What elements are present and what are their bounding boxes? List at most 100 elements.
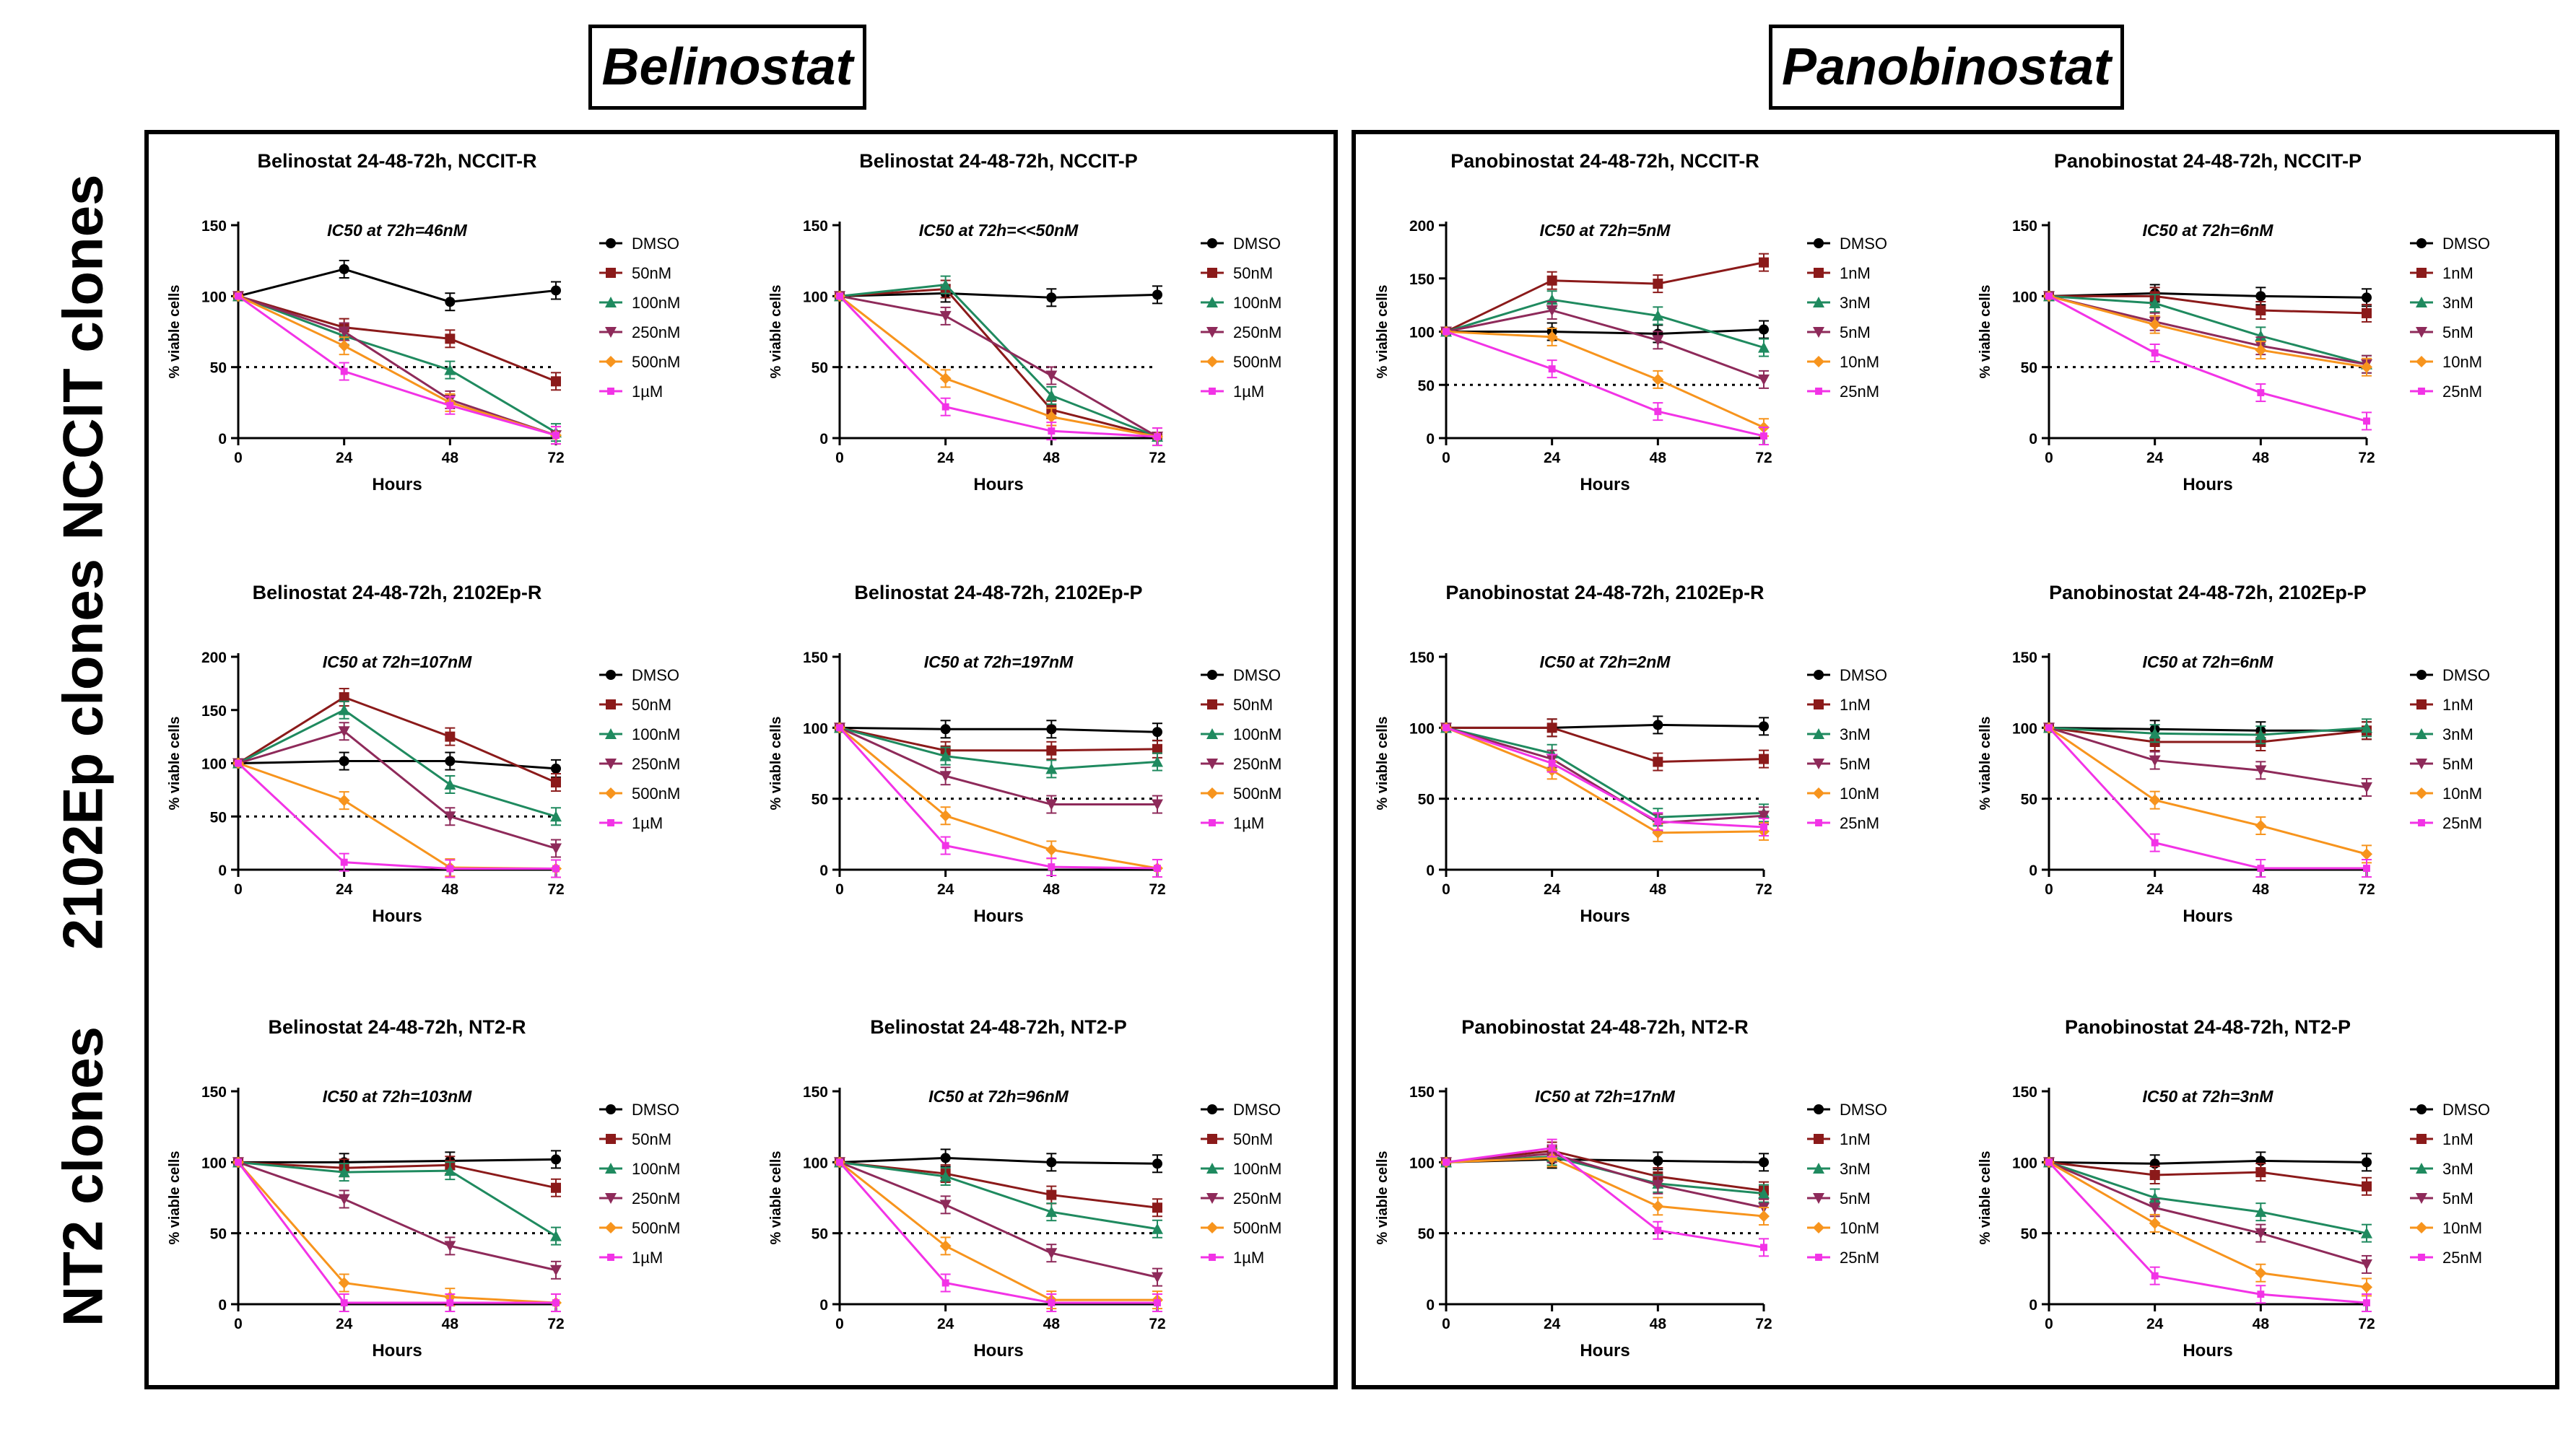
data-point: [2255, 344, 2267, 357]
x-axis-label: Hours: [973, 1341, 1023, 1360]
data-point: [1154, 433, 1161, 440]
x-tick-label: 24: [336, 1316, 353, 1332]
legend-label: 1µM: [632, 1249, 663, 1267]
legend-marker: [1813, 759, 1824, 769]
series-line-50nM: [839, 287, 1158, 438]
data-point: [2149, 297, 2161, 309]
data-point: [1548, 1144, 1556, 1152]
data-point: [1046, 292, 1057, 303]
legend-marker: [605, 787, 617, 799]
data-point: [2255, 765, 2267, 777]
legend-label: DMSO: [632, 235, 679, 253]
data-point: [1152, 289, 1162, 300]
x-tick-label: 72: [547, 881, 564, 898]
chart-title: Belinostat 24-48-72h, NT2-P: [870, 1016, 1127, 1038]
legend-label: 3nM: [2442, 1160, 2473, 1178]
data-point: [444, 1241, 456, 1252]
y-tick-label: 100: [803, 1155, 828, 1171]
data-point: [939, 372, 952, 385]
data-point: [550, 1265, 562, 1276]
legend-label: 1nM: [1840, 1130, 1871, 1148]
data-point: [2149, 1170, 2160, 1181]
y-tick-label: 50: [811, 1226, 828, 1243]
series-line-25nM: [1445, 726, 1765, 829]
series-line-1nM: [1446, 726, 1765, 764]
chart-5: Belinostat 24-48-72h, 2102Ep-R IC50 at 72…: [167, 582, 680, 926]
data-point: [1548, 365, 1556, 373]
legend-label: 25nM: [2442, 1249, 2482, 1267]
data-point: [1652, 310, 1664, 321]
y-axis-label: % viable cells: [1977, 716, 1993, 810]
x-axis-label: Hours: [973, 907, 1023, 926]
data-point: [2257, 1290, 2265, 1298]
legend-label: DMSO: [1840, 666, 1887, 684]
series-line-3nM: [2048, 1161, 2367, 1235]
legend-marker: [2416, 297, 2427, 307]
series-line-250nM: [839, 294, 1158, 438]
y-tick-label: 150: [2012, 650, 2037, 666]
legend-marker: [605, 759, 617, 769]
data-point: [339, 692, 349, 703]
legend-marker: [1815, 388, 1822, 395]
data-point: [939, 279, 952, 290]
data-point: [1654, 818, 1662, 826]
data-point: [1152, 1202, 1162, 1213]
chart-title: Panobinostat 24-48-72h, 2102Ep-P: [2049, 582, 2367, 603]
legend-label: 5nM: [1840, 755, 1871, 773]
chart-8: Panobinostat 24-48-72h, 2102Ep-P IC50 at …: [1977, 582, 2490, 926]
data-point: [2255, 1228, 2267, 1239]
legend-marker: [2416, 759, 2427, 769]
legend-marker: [606, 670, 616, 680]
x-axis-label: Hours: [2183, 907, 2232, 926]
y-tick-label: 0: [819, 1297, 828, 1314]
x-axis-label: Hours: [973, 475, 1023, 494]
data-point: [1548, 759, 1556, 767]
data-point: [445, 756, 456, 766]
series-line-500nM: [237, 1161, 557, 1304]
data-point: [2255, 1267, 2267, 1279]
x-tick-label: 0: [234, 450, 243, 466]
legend-marker: [1207, 238, 1217, 248]
legend-label: DMSO: [1840, 1101, 1887, 1119]
series-line-3nM: [1445, 298, 1765, 349]
legend-marker: [606, 1134, 616, 1144]
legend-marker: [1206, 787, 1218, 799]
data-point: [2151, 349, 2159, 357]
legend-marker: [1813, 327, 1824, 338]
legend-marker: [2416, 1193, 2427, 1204]
legend-label: DMSO: [1233, 666, 1281, 684]
data-point: [836, 292, 843, 300]
x-tick-label: 48: [1043, 1316, 1061, 1332]
series-line-250nM: [839, 1161, 1158, 1279]
data-point: [2149, 1217, 2161, 1229]
data-point: [836, 1158, 843, 1166]
data-point: [444, 364, 456, 375]
data-point: [939, 750, 952, 761]
chart-annotation: IC50 at 72h=197nM: [924, 652, 1074, 671]
series-line-100nM: [238, 1161, 557, 1237]
series-line-10nM: [1445, 1156, 1765, 1218]
legend-label: 1µM: [632, 383, 663, 401]
data-point: [1758, 341, 1770, 353]
y-tick-label: 50: [2021, 792, 2037, 808]
legend-label: 3nM: [1840, 294, 1871, 312]
legend-label: 100nM: [632, 1160, 680, 1178]
data-point: [1048, 1299, 1056, 1306]
series-line-25nM: [1445, 331, 1765, 437]
series-line-1µM: [838, 727, 1158, 870]
data-point: [2362, 1181, 2372, 1192]
y-tick-label: 0: [819, 862, 828, 879]
data-point: [2361, 1259, 2372, 1270]
x-tick-label: 48: [1043, 881, 1061, 898]
y-axis-label: % viable cells: [1375, 716, 1391, 810]
data-point: [552, 1299, 560, 1306]
legend-label: 25nM: [2442, 814, 2482, 832]
series-line-1nM: [1445, 1150, 1765, 1192]
data-point: [1046, 1189, 1057, 1200]
series-line-100nM: [238, 294, 557, 434]
x-tick-label: 48: [1650, 450, 1667, 466]
legend-label: 10nM: [2442, 785, 2482, 803]
data-point: [444, 1165, 456, 1176]
legend-label: 50nM: [632, 696, 671, 714]
data-point: [1652, 373, 1664, 385]
